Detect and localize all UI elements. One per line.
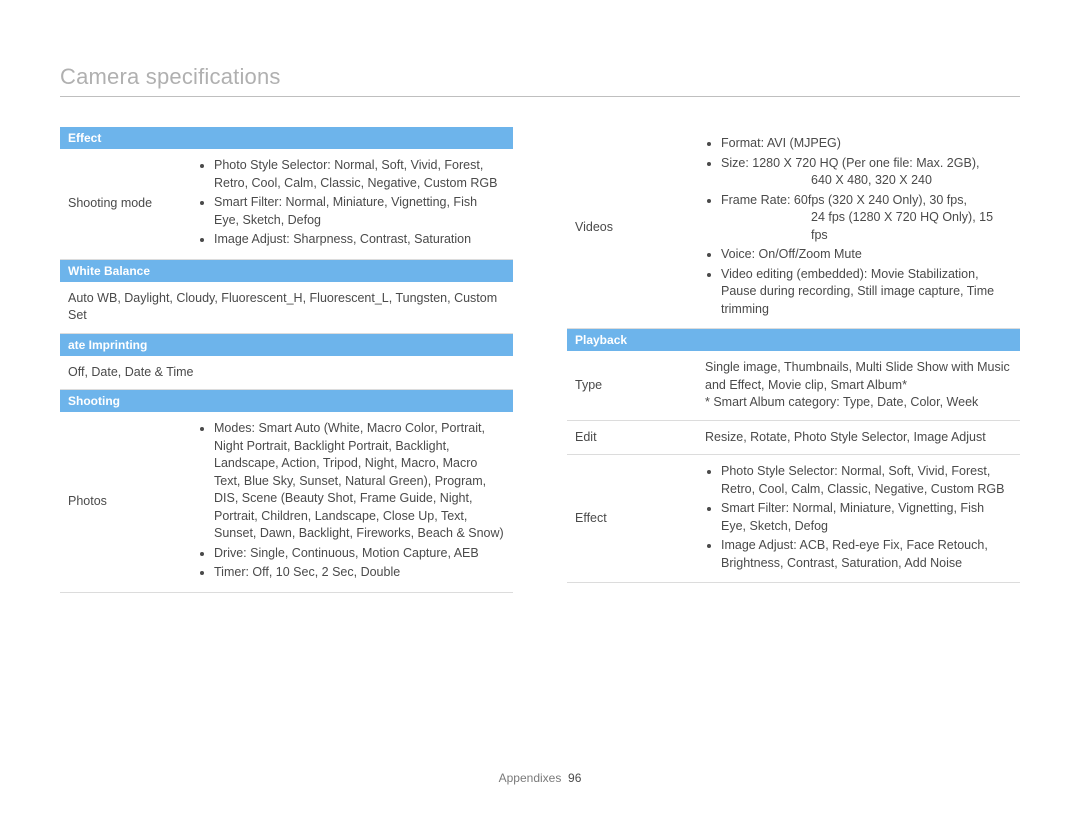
right-column: Videos Format: AVI (MJPEG) Size: 1280 X … [567,127,1020,593]
bullet-indent: 24 fps (1280 X 720 HQ Only), 15 fps [721,209,1012,244]
bullet-item: Frame Rate: 60fps (320 X 240 Only), 30 f… [721,192,1012,245]
row-value: Format: AVI (MJPEG) Size: 1280 X 720 HQ … [697,127,1020,329]
section-header-label: Shooting [60,390,513,413]
section-header-date-imprinting: ate Imprinting [60,333,513,356]
bullet-item: Image Adjust: Sharpness, Contrast, Satur… [214,231,505,249]
row-videos: Videos Format: AVI (MJPEG) Size: 1280 X … [567,127,1020,329]
row-value: Resize, Rotate, Photo Style Selector, Im… [697,420,1020,455]
right-spec-table: Videos Format: AVI (MJPEG) Size: 1280 X … [567,127,1020,583]
row-white-balance: Auto WB, Daylight, Cloudy, Fluorescent_H… [60,282,513,334]
page-root: Camera specifications Effect Shooting mo… [0,0,1080,815]
bullet-indent: 640 X 480, 320 X 240 [721,172,1012,190]
row-label: Photos [60,412,190,592]
row-value: Off, Date, Date & Time [60,356,513,390]
row-label: Videos [567,127,697,329]
bullet-item: Image Adjust: ACB, Red-eye Fix, Face Ret… [721,537,1012,572]
left-spec-table: Effect Shooting mode Photo Style Selecto… [60,127,513,593]
bullets-effect: Photo Style Selector: Normal, Soft, Vivi… [198,157,505,249]
section-header-effect: Effect [60,127,513,149]
title-rule [60,96,1020,97]
bullet-item: Drive: Single, Continuous, Motion Captur… [214,545,505,563]
section-header-label: Effect [60,127,513,149]
bullet-item: Format: AVI (MJPEG) [721,135,1012,153]
row-shooting-photos: Photos Modes: Smart Auto (White, Macro C… [60,412,513,592]
bullet-item: Voice: On/Off/Zoom Mute [721,246,1012,264]
footer-label: Appendixes [499,771,562,785]
bullet-text: Format: AVI (MJPEG) [721,136,841,150]
columns-wrapper: Effect Shooting mode Photo Style Selecto… [60,127,1020,593]
row-value: Auto WB, Daylight, Cloudy, Fluorescent_H… [60,282,513,334]
row-value: Photo Style Selector: Normal, Soft, Vivi… [190,149,513,259]
bullets-videos: Format: AVI (MJPEG) Size: 1280 X 720 HQ … [705,135,1012,318]
page-footer: Appendixes 96 [0,771,1080,785]
section-header-label: White Balance [60,259,513,282]
bullet-text: Frame Rate: 60fps (320 X 240 Only), 30 f… [721,193,967,207]
bullet-item: Video editing (embedded): Movie Stabiliz… [721,266,1012,319]
bullet-item: Smart Filter: Normal, Miniature, Vignett… [214,194,505,229]
bullet-item: Size: 1280 X 720 HQ (Per one file: Max. … [721,155,1012,190]
footer-page-number: 96 [568,771,581,785]
row-label: Type [567,351,697,420]
row-value: Photo Style Selector: Normal, Soft, Vivi… [697,455,1020,583]
row-label: Edit [567,420,697,455]
row-playback-edit: Edit Resize, Rotate, Photo Style Selecto… [567,420,1020,455]
page-title: Camera specifications [60,64,1020,90]
bullet-item: Modes: Smart Auto (White, Macro Color, P… [214,420,505,543]
row-playback-effect: Effect Photo Style Selector: Normal, Sof… [567,455,1020,583]
section-header-white-balance: White Balance [60,259,513,282]
bullet-item: Photo Style Selector: Normal, Soft, Vivi… [721,463,1012,498]
row-effect-shooting-mode: Shooting mode Photo Style Selector: Norm… [60,149,513,259]
bullet-item: Timer: Off, 10 Sec, 2 Sec, Double [214,564,505,582]
bullets-shooting: Modes: Smart Auto (White, Macro Color, P… [198,420,505,582]
row-playback-type: Type Single image, Thumbnails, Multi Sli… [567,351,1020,420]
row-label: Effect [567,455,697,583]
row-value: Single image, Thumbnails, Multi Slide Sh… [697,351,1020,420]
row-value: Modes: Smart Auto (White, Macro Color, P… [190,412,513,592]
section-header-shooting: Shooting [60,390,513,413]
row-date-imprinting: Off, Date, Date & Time [60,356,513,390]
section-header-playback: Playback [567,329,1020,352]
bullets-playback-effect: Photo Style Selector: Normal, Soft, Vivi… [705,463,1012,572]
bullet-item: Photo Style Selector: Normal, Soft, Vivi… [214,157,505,192]
section-header-label: ate Imprinting [60,333,513,356]
left-column: Effect Shooting mode Photo Style Selecto… [60,127,513,593]
row-label: Shooting mode [60,149,190,259]
section-header-label: Playback [567,329,1020,352]
bullet-text: Size: 1280 X 720 HQ (Per one file: Max. … [721,156,979,170]
bullet-item: Smart Filter: Normal, Miniature, Vignett… [721,500,1012,535]
